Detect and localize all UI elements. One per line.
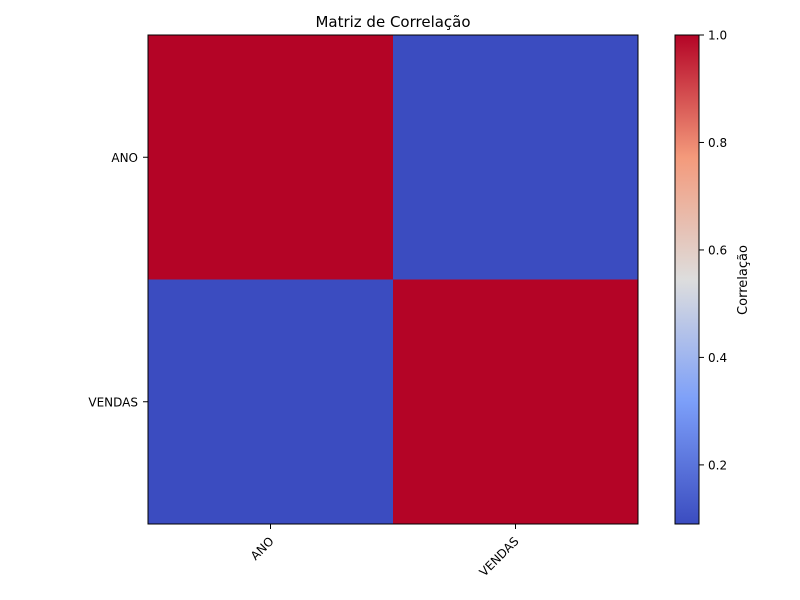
y-tick-label: ANO bbox=[111, 151, 138, 165]
y-tick-label: VENDAS bbox=[88, 395, 138, 409]
colorbar-ticks: 0.2 0.4 0.6 0.8 1.0 bbox=[699, 29, 727, 472]
x-axis-ticks: ANO VENDAS bbox=[248, 524, 522, 579]
colorbar-tick-label: 0.8 bbox=[708, 136, 727, 150]
y-axis-ticks: ANO VENDAS bbox=[88, 151, 148, 409]
heatmap-cell bbox=[393, 279, 639, 525]
colorbar-label: Correlação bbox=[736, 245, 751, 315]
colorbar-tick-label: 0.4 bbox=[708, 351, 727, 365]
colorbar-tick-label: 0.2 bbox=[708, 458, 727, 472]
chart-title: Matriz de Correlação bbox=[315, 13, 470, 31]
x-tick-label: VENDAS bbox=[477, 534, 522, 579]
x-tick-label: ANO bbox=[248, 534, 277, 563]
colorbar-tick-label: 1.0 bbox=[708, 29, 727, 43]
heatmap-cell bbox=[393, 35, 639, 280]
colorbar-tick-label: 0.6 bbox=[708, 243, 727, 257]
heatmap-cell bbox=[148, 35, 394, 280]
heatmap-cells bbox=[148, 35, 639, 525]
colorbar bbox=[674, 34, 700, 525]
heatmap-cell bbox=[148, 279, 394, 525]
heatmap-frame bbox=[147, 34, 639, 525]
